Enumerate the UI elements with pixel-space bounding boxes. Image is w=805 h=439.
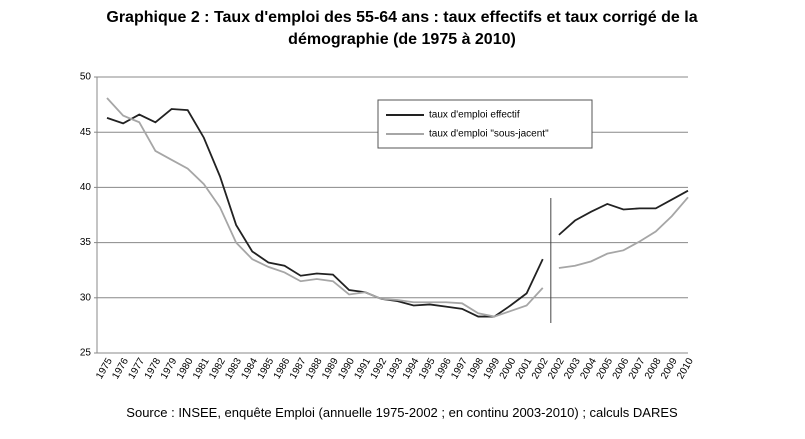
y-tick-label: 45 xyxy=(80,127,92,138)
y-tick-label: 40 xyxy=(80,182,92,193)
y-tick-label: 35 xyxy=(80,237,92,248)
chart-title: Graphique 2 : Taux d'emploi des 55-64 an… xyxy=(106,9,697,26)
y-tick-label: 25 xyxy=(80,348,92,359)
y-tick-label: 30 xyxy=(80,292,92,303)
series-line xyxy=(106,108,544,318)
legend xyxy=(377,99,593,149)
legend-label: taux d'emploi "sous-jacent" xyxy=(429,129,549,140)
series-line xyxy=(106,97,544,318)
y-tick-label: 50 xyxy=(80,72,92,83)
series-line xyxy=(558,189,689,236)
legend-label: taux d'emploi effectif xyxy=(429,110,520,121)
series-line xyxy=(558,196,689,269)
x-tick-label: 2010 xyxy=(675,356,696,381)
source: Source : INSEE, enquête Emploi (annuelle… xyxy=(126,405,678,420)
chart-title: démographie (de 1975 à 2010) xyxy=(288,31,516,48)
